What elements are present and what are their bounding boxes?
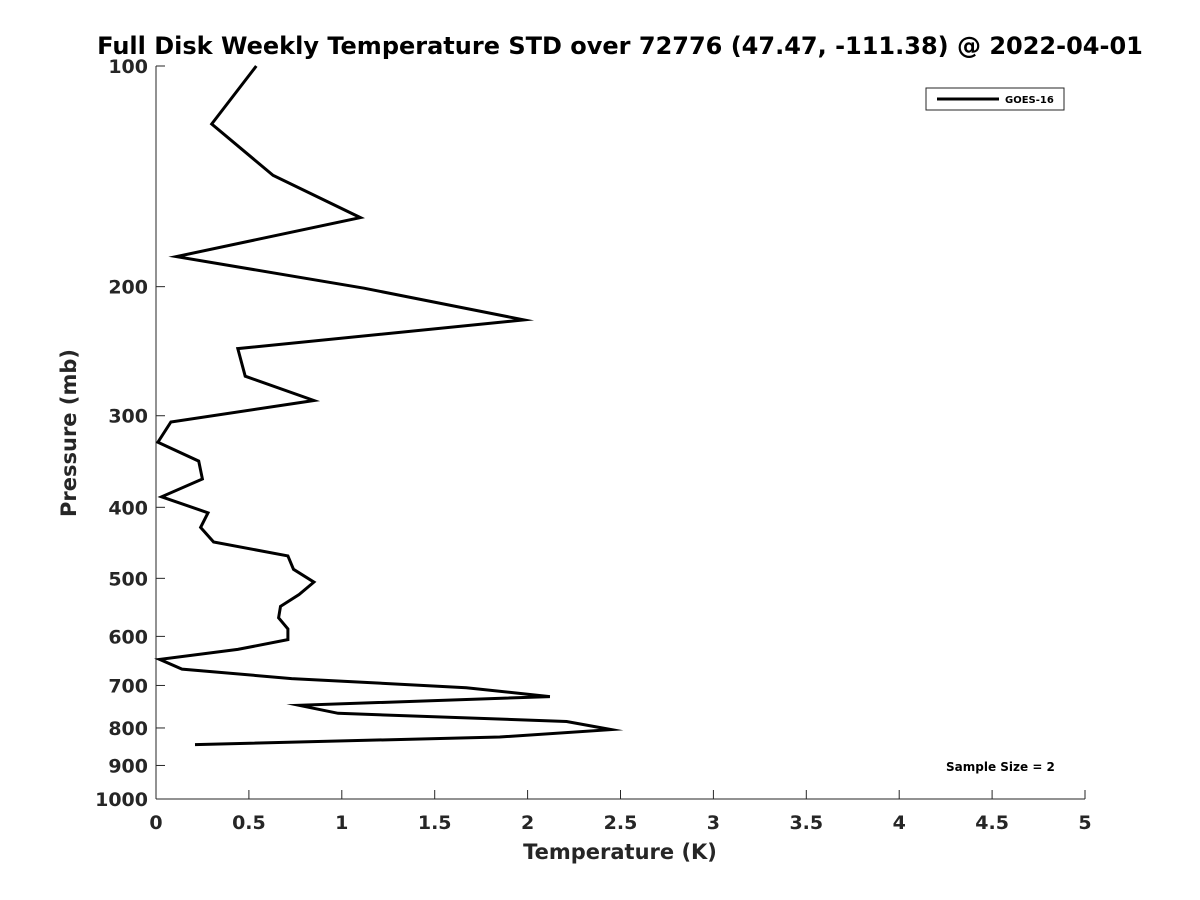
y-tick-label: 600 <box>108 626 148 648</box>
y-tick-label: 400 <box>108 497 148 519</box>
series-layer <box>154 65 624 747</box>
x-ticks: 0 0.5 1 1.5 2 2.5 3 3.5 4 4.5 5 <box>149 790 1092 834</box>
x-tick-label: 3 <box>707 812 720 834</box>
x-tick-label: 3.5 <box>789 812 823 834</box>
y-tick-label: 1000 <box>95 789 148 811</box>
y-tick-label: 200 <box>108 277 148 299</box>
y-ticks: 100 200 300 400 500 600 700 800 900 1000 <box>95 56 165 811</box>
y-tick-label: 500 <box>108 568 148 590</box>
x-tick-label: 1.5 <box>418 812 452 834</box>
x-tick-label: 2.5 <box>604 812 638 834</box>
x-tick-label: 0 <box>149 812 162 834</box>
x-axis-label: Temperature (K) <box>523 840 717 864</box>
sample-size-annotation: Sample Size = 2 <box>946 760 1055 774</box>
x-tick-label: 1 <box>335 812 348 834</box>
legend-entry-goes-16: GOES-16 <box>1005 95 1054 106</box>
chart-title: Full Disk Weekly Temperature STD over 72… <box>97 32 1143 60</box>
x-tick-label: 5 <box>1078 812 1091 834</box>
y-tick-label: 300 <box>108 406 148 428</box>
x-tick-label: 0.5 <box>232 812 266 834</box>
y-tick-label: 900 <box>108 755 148 777</box>
x-tick-label: 2 <box>521 812 534 834</box>
y-tick-label: 100 <box>108 56 148 78</box>
series-line-goes-16 <box>154 65 624 747</box>
legend: GOES-16 <box>925 87 1065 111</box>
y-tick-label: 700 <box>108 675 148 697</box>
x-tick-label: 4.5 <box>975 812 1009 834</box>
x-tick-label: 4 <box>893 812 906 834</box>
y-axis-label: Pressure (mb) <box>57 349 81 517</box>
y-tick-label: 800 <box>108 718 148 740</box>
